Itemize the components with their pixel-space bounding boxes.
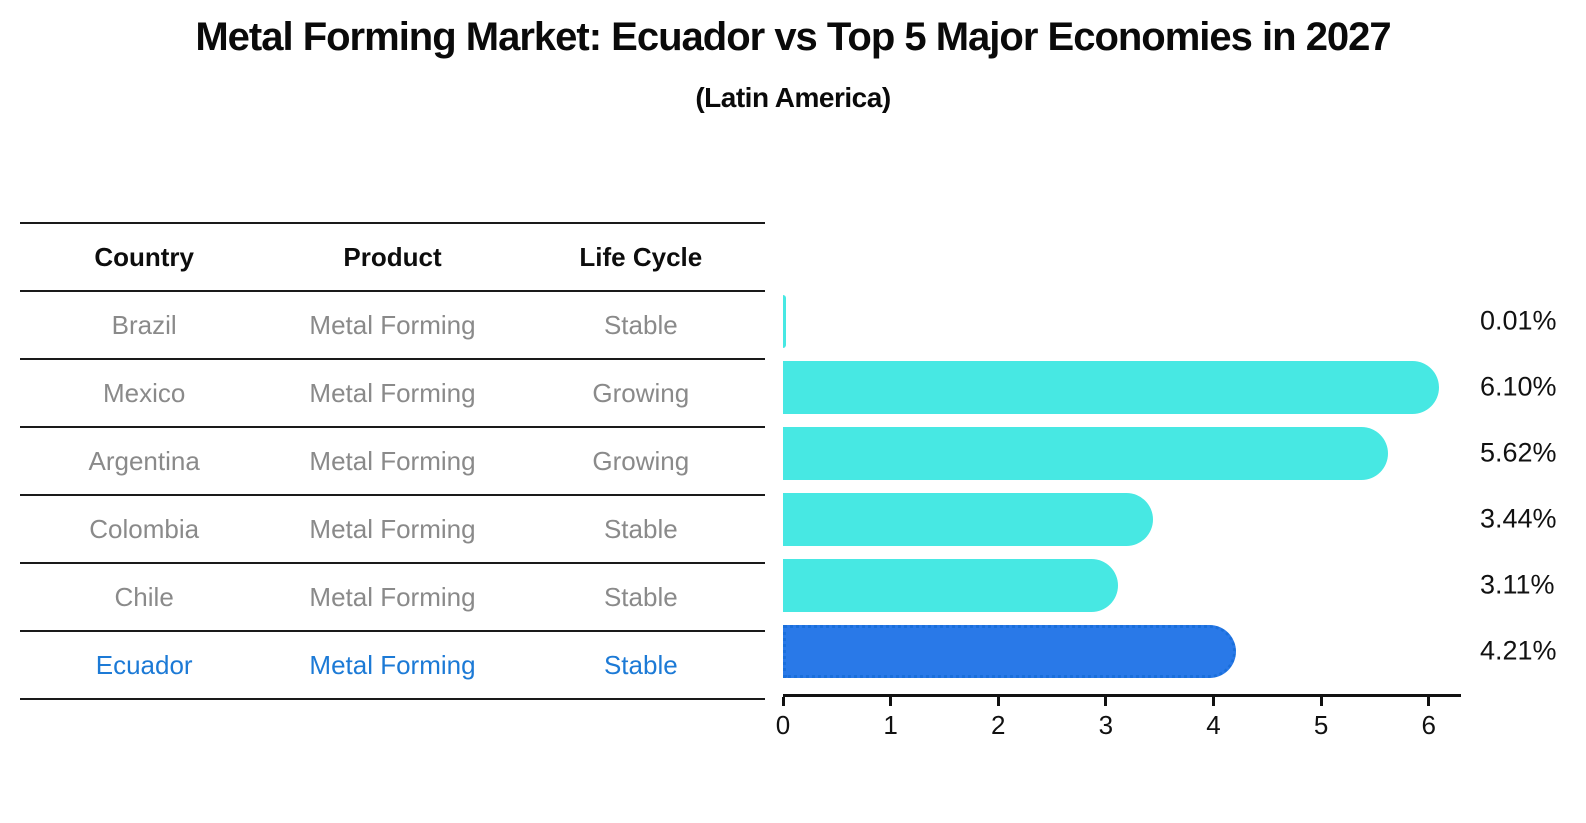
table-row-argentina: Argentina Metal Forming Growing [20,428,765,496]
country-cell: Brazil [111,309,177,340]
value-label-chile: 3.11% [1480,569,1555,600]
page-subtitle: (Latin America) [695,82,891,113]
bar-argentina [783,426,1388,480]
x-axis-tick-label: 5 [1313,710,1329,740]
bar-row-mexico: 6.10% [783,354,1557,420]
value-label-ecuador: 4.21% [1480,635,1557,666]
bar-row-brazil: 0.01% [783,288,1557,354]
lifecycle-cell: Stable [603,581,678,612]
country-cell: Chile [114,581,174,612]
x-axis-tick-label: 3 [1098,710,1114,740]
bar-row-ecuador: 4.21% [783,618,1557,684]
page-title: Metal Forming Market: Ecuador vs Top 5 M… [195,15,1391,59]
product-cell: Metal Forming [309,513,476,544]
bar-mexico [783,360,1440,414]
table-row-colombia: Colombia Metal Forming Stable [20,496,765,564]
x-axis-tick [1319,697,1323,706]
x-axis-tick-label: 6 [1421,710,1436,740]
product-cell: Metal Forming [309,309,476,340]
lifecycle-cell: Stable [603,649,678,680]
product-cell: Metal Forming [309,445,476,476]
header-life-cycle: Life Cycle [579,241,703,272]
comparison-table: Country Product Life Cycle Brazil Metal … [20,222,765,700]
bar-row-colombia: 3.44% [783,486,1557,552]
table-row-mexico: Mexico Metal Forming Growing [20,360,765,428]
x-axis-tick [1427,697,1431,706]
country-cell: Colombia [89,513,200,544]
table-header-row: Country Product Life Cycle [20,222,765,292]
x-axis-tick [781,697,785,706]
product-cell: Metal Forming [309,649,476,680]
lifecycle-cell: Growing [592,445,690,476]
lifecycle-cell: Stable [603,513,678,544]
country-cell: Mexico [102,377,186,408]
country-cell: Ecuador [95,649,193,680]
x-axis-tick-label: 0 [775,710,791,740]
x-axis-tick [996,697,1000,706]
table-row-ecuador: Ecuador Metal Forming Stable [20,632,765,700]
bar-chile [783,558,1118,612]
x-axis-tick-label: 1 [883,710,898,740]
bar-row-chile: 3.11% [783,552,1555,618]
bar-brazil [783,294,786,348]
bar-colombia [783,492,1154,546]
value-label-brazil: 0.01% [1480,305,1557,336]
product-cell: Metal Forming [309,581,476,612]
lifecycle-cell: Growing [592,377,690,408]
country-cell: Argentina [88,445,200,476]
bar-row-argentina: 5.62% [783,420,1557,486]
lifecycle-cell: Stable [603,309,678,340]
header-country: Country [94,241,194,272]
bar-ecuador-highlighted [783,624,1237,678]
header-product: Product [343,241,442,272]
x-axis: 0 1 2 3 4 5 6 [776,694,1461,747]
table-row-chile: Chile Metal Forming Stable [20,564,765,632]
value-label-colombia: 3.44% [1480,503,1557,534]
x-axis-tick-label: 2 [991,710,1006,740]
x-axis-tick [1104,697,1108,706]
x-axis-tick [889,697,893,706]
value-label-mexico: 6.10% [1480,371,1557,402]
table-row-brazil: Brazil Metal Forming Stable [20,292,765,360]
x-axis-tick [1211,697,1215,706]
value-label-argentina: 5.62% [1480,437,1557,468]
x-axis-tick-label: 4 [1206,710,1221,740]
bar-chart: 0.01% 6.10% 5.62% 3.44% 3.11% 4.21% [783,288,1557,684]
product-cell: Metal Forming [309,377,476,408]
